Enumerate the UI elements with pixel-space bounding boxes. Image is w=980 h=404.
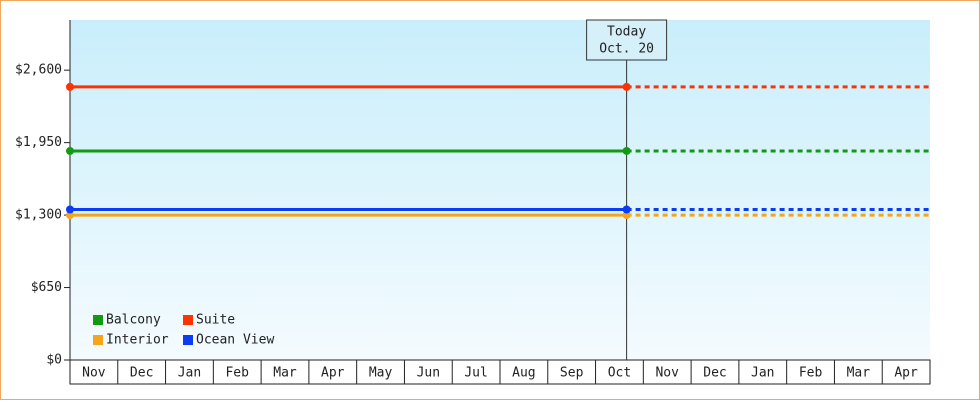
legend-swatch xyxy=(183,315,193,325)
point xyxy=(66,211,74,220)
legend-swatch xyxy=(93,335,103,345)
x-tick-label: Nov xyxy=(655,366,679,381)
x-tick-label: Feb xyxy=(799,366,823,381)
y-tick-label: $650 xyxy=(31,280,62,295)
legend-label: Balcony xyxy=(106,313,161,328)
x-tick-label: Jan xyxy=(178,366,201,381)
plot-area xyxy=(70,20,930,360)
y-tick-label: $1,950 xyxy=(15,135,62,150)
x-tick-label: Nov xyxy=(82,366,106,381)
legend-label: Interior xyxy=(106,333,169,348)
point xyxy=(66,146,74,155)
legend-swatch xyxy=(183,335,193,345)
point xyxy=(66,82,74,91)
x-tick-label: Apr xyxy=(321,366,345,381)
x-tick-label: Feb xyxy=(225,366,249,381)
x-tick-label: Mar xyxy=(273,366,297,381)
y-tick-label: $2,600 xyxy=(15,63,62,78)
x-tick-label: Aug xyxy=(512,366,535,381)
x-tick-label: Sep xyxy=(560,366,584,381)
x-tick-label: Oct xyxy=(608,366,631,381)
y-tick-label: $1,300 xyxy=(15,208,62,223)
x-tick-label: Dec xyxy=(703,366,726,381)
today-box xyxy=(586,19,668,61)
today-label: Oct. 20 xyxy=(599,42,654,57)
x-tick-label: Dec xyxy=(130,366,153,381)
x-tick-label: Apr xyxy=(894,366,918,381)
x-tick-label: May xyxy=(369,366,393,381)
point xyxy=(622,146,631,155)
point xyxy=(622,211,631,220)
y-tick-label: $0 xyxy=(46,353,62,368)
x-tick-label: Jul xyxy=(464,366,487,381)
legend-label: Suite xyxy=(196,313,235,328)
point xyxy=(622,82,631,91)
x-tick-label: Jun xyxy=(417,366,440,381)
point xyxy=(622,205,631,214)
x-tick-label: Jan xyxy=(751,366,774,381)
legend-label: Ocean View xyxy=(196,333,274,348)
x-tick-label: Mar xyxy=(847,366,871,381)
point xyxy=(66,205,74,214)
today-label: Today xyxy=(607,25,646,40)
legend-swatch xyxy=(93,315,103,325)
